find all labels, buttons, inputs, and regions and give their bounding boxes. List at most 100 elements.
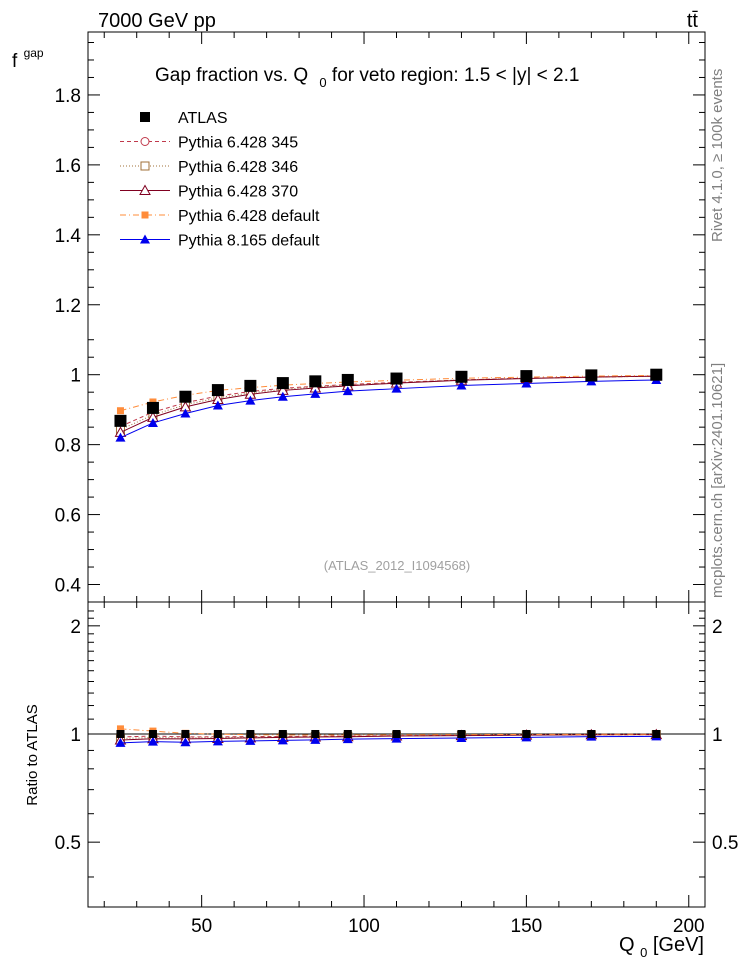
y-tick-label-ratio: 2 bbox=[70, 617, 81, 638]
chart-title-rest: for veto region: 1.5 < |y| < 2.1 bbox=[332, 65, 580, 86]
series-point bbox=[245, 395, 256, 405]
x-axis-label-sub: 0 bbox=[640, 945, 647, 960]
atlas-point bbox=[520, 370, 533, 383]
x-axis-label: Q 0 [GeV] bbox=[619, 934, 704, 962]
atlas-point bbox=[455, 370, 468, 383]
legend-marker bbox=[140, 112, 150, 122]
legend-label: Pythia 6.428 370 bbox=[178, 184, 298, 201]
series-line-main bbox=[120, 374, 657, 412]
atlas-ratio-point bbox=[392, 729, 401, 738]
data-series bbox=[114, 368, 663, 747]
atlas-ratio-point bbox=[213, 729, 222, 738]
legend-label: ATLAS bbox=[178, 110, 228, 127]
legend-entry: Pythia 6.428 345 bbox=[120, 135, 298, 152]
mcplots-label: mcplots.cern.ch [arXiv:2401.10621] bbox=[709, 363, 726, 598]
series-ratio-point bbox=[277, 735, 288, 745]
atlas-ratio-point bbox=[587, 729, 596, 738]
legend-entry: Pythia 6.428 default bbox=[120, 208, 320, 225]
atlas-ratio-point bbox=[457, 729, 466, 738]
y-tick-label-main: 0.6 bbox=[55, 506, 81, 527]
series-ratio-point bbox=[391, 733, 402, 743]
legend-entry: Pythia 8.165 default bbox=[120, 233, 320, 250]
ratio-panel-frame bbox=[87, 601, 706, 908]
ratio-y-label: Ratio to ATLAS bbox=[24, 704, 41, 805]
atlas-ratio-point bbox=[652, 729, 661, 738]
series-point bbox=[342, 386, 353, 396]
series-ratio-point bbox=[342, 734, 353, 744]
legend-entry: Pythia 6.428 370 bbox=[120, 184, 298, 201]
main-y-label: f gap bbox=[12, 46, 44, 72]
chart-title-sub: 0 bbox=[319, 75, 326, 90]
series-point bbox=[456, 380, 467, 390]
atlas-ratio-point bbox=[246, 729, 255, 738]
x-axis-label-unit: [GeV] bbox=[653, 934, 704, 956]
series-ratio-point bbox=[245, 735, 256, 745]
legend-marker bbox=[140, 161, 150, 171]
chart-title: Gap fraction vs. Q 0 for veto region: 1.… bbox=[155, 65, 579, 92]
legend-entry: Pythia 6.428 346 bbox=[120, 159, 298, 176]
atlas-ratio-point bbox=[522, 729, 531, 738]
y-tick-label-ratio-right: 1 bbox=[712, 725, 723, 746]
series-point bbox=[310, 388, 321, 398]
atlas-ratio-point bbox=[148, 729, 157, 738]
series-line-ratio bbox=[120, 735, 657, 744]
series-point bbox=[521, 378, 532, 388]
legend-entry: ATLAS bbox=[140, 110, 228, 127]
atlas-ratio-point bbox=[278, 729, 287, 738]
series-ratio-point bbox=[147, 736, 158, 746]
atlas-point bbox=[341, 373, 354, 386]
atlas-point bbox=[179, 390, 192, 403]
x-tick-label: 200 bbox=[673, 916, 705, 937]
atlas-point bbox=[114, 414, 127, 427]
axis-ticks: 50 100 150 200 0.4 0.6 0.8 1 1.2 1.4 1.6 1.8 0.5 0.5 1… bbox=[55, 32, 738, 937]
legend-marker bbox=[139, 184, 151, 195]
y-tick-label-main: 0.4 bbox=[55, 576, 82, 597]
legend-label: Pythia 8.165 default bbox=[178, 233, 320, 250]
atlas-point bbox=[244, 379, 257, 392]
y-tick-label-main: 1.6 bbox=[55, 156, 81, 177]
x-tick-label: 100 bbox=[348, 916, 380, 937]
y-tick-label-ratio: 0.5 bbox=[55, 833, 81, 854]
rivet-label: Rivet 4.1.0, ≥ 100k events bbox=[709, 69, 726, 242]
series-ratio-point bbox=[180, 737, 191, 747]
atlas-point bbox=[146, 401, 159, 414]
series-line-main bbox=[120, 375, 657, 433]
y-tick-label-main: 1 bbox=[70, 366, 81, 387]
series-pythia-8-165-default bbox=[115, 374, 662, 747]
y-tick-label-main: 1.4 bbox=[55, 226, 82, 247]
main-y-label-main: f bbox=[12, 51, 18, 72]
series-atlas bbox=[114, 368, 663, 738]
legend: ATLAS Pythia 6.428 345 Pythia 6.428 346 Pyt… bbox=[120, 110, 320, 250]
legend-marker bbox=[141, 211, 149, 219]
series-ratio-point bbox=[115, 737, 126, 747]
x-axis-label-main: Q bbox=[619, 934, 635, 956]
series-ratio-point bbox=[212, 736, 223, 746]
y-tick-label-ratio-right: 0.5 bbox=[712, 833, 738, 854]
process-label: tt̄ bbox=[687, 10, 699, 32]
atlas-ratio-point bbox=[181, 729, 190, 738]
atlas-point bbox=[585, 369, 598, 382]
analysis-watermark: (ATLAS_2012_I1094568) bbox=[324, 558, 470, 573]
series-point bbox=[180, 408, 191, 418]
atlas-point bbox=[650, 368, 663, 381]
atlas-point bbox=[309, 375, 322, 388]
y-tick-label-main: 0.8 bbox=[55, 436, 81, 457]
atlas-point bbox=[276, 377, 289, 390]
series-ratio-point bbox=[310, 734, 321, 744]
atlas-point bbox=[211, 384, 224, 397]
y-tick-label-ratio: 1 bbox=[70, 725, 81, 746]
energy-label: 7000 GeV pp bbox=[98, 10, 216, 32]
atlas-ratio-point bbox=[311, 729, 320, 738]
atlas-point bbox=[390, 372, 403, 385]
series-point bbox=[116, 407, 124, 415]
y-tick-label-main: 1.2 bbox=[55, 296, 81, 317]
legend-label: Pythia 6.428 346 bbox=[178, 159, 298, 176]
series-pythia-6-428-345 bbox=[115, 371, 661, 742]
legend-marker bbox=[140, 137, 150, 146]
main-y-label-sub: gap bbox=[24, 46, 44, 60]
atlas-ratio-point bbox=[116, 729, 125, 738]
series-point bbox=[115, 432, 126, 442]
legend-label: Pythia 6.428 default bbox=[178, 208, 320, 225]
x-tick-label: 150 bbox=[511, 916, 543, 937]
